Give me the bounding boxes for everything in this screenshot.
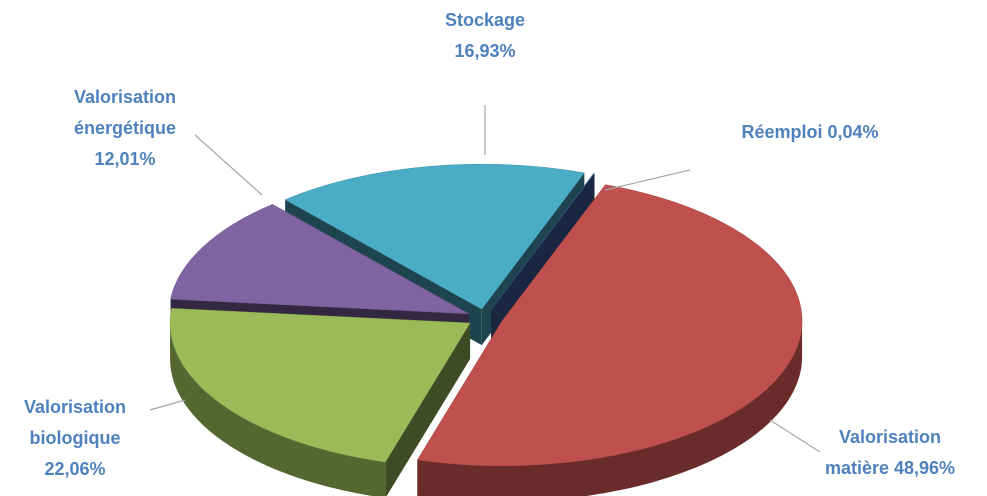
value-label: 16,93% bbox=[454, 41, 516, 61]
slice-side bbox=[417, 320, 803, 496]
slice-label: Réemploi 0,04% bbox=[700, 117, 920, 148]
leader-line bbox=[149, 399, 186, 411]
value-label: 0,04% bbox=[827, 122, 879, 142]
value-label: 48,96% bbox=[894, 458, 956, 478]
slice-label: Valorisation matière 48,96% bbox=[805, 422, 975, 484]
category-name: Valorisation matière bbox=[824, 427, 942, 478]
slice-label: Valorisation biologique 22,06% bbox=[10, 392, 140, 485]
slice bbox=[284, 163, 585, 310]
value-label: 12,01% bbox=[94, 149, 156, 169]
category-name: Stockage bbox=[444, 10, 526, 30]
leader-line bbox=[604, 169, 691, 191]
slice-side bbox=[170, 323, 386, 496]
slice bbox=[490, 173, 595, 310]
leader-line bbox=[769, 419, 821, 453]
category-name: Valorisation biologique bbox=[23, 397, 127, 448]
category-name: Réemploi bbox=[741, 122, 823, 142]
slice bbox=[169, 308, 471, 463]
slice-side bbox=[385, 323, 471, 496]
slice-label: Valorisation énergétique 12,01% bbox=[50, 82, 200, 175]
slice bbox=[170, 204, 470, 315]
value-label: 22,06% bbox=[44, 459, 106, 479]
slice-label: Stockage 16,93% bbox=[425, 5, 545, 67]
slice bbox=[416, 184, 803, 467]
leader-line bbox=[194, 134, 263, 196]
category-name: Valorisation énergétique bbox=[73, 87, 177, 138]
